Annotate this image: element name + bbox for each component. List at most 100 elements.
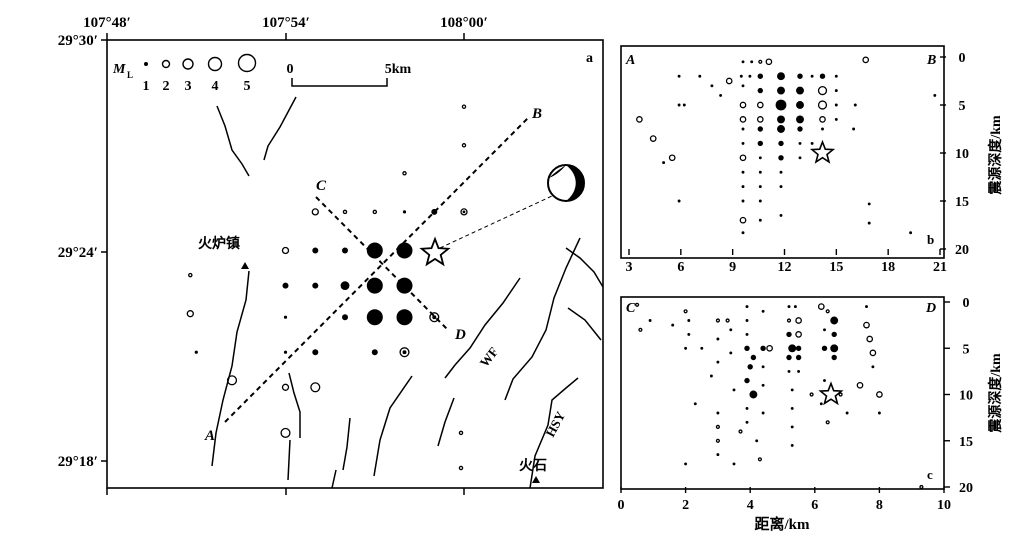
legend-value-1: 1	[143, 79, 150, 94]
profile-label-a: A	[204, 428, 215, 444]
hypocenter-filled	[810, 141, 814, 145]
profile-ab-start-label: A	[625, 53, 635, 68]
y-tick-label: 0	[963, 296, 970, 311]
y-tick-label: 20	[955, 243, 969, 258]
hypocenter-hollow	[725, 318, 730, 323]
hypocenter-filled	[744, 345, 750, 351]
hypocenter-filled	[684, 346, 688, 350]
hypocenter-hollow	[809, 392, 814, 397]
map-event-hollow	[186, 310, 194, 318]
profile-cd-frame	[620, 296, 945, 490]
fault-trace	[263, 96, 297, 161]
hypocenter-filled	[750, 60, 754, 64]
scale-bar: 0 5km	[287, 62, 412, 87]
map-event-filled	[283, 315, 288, 319]
hypocenter-filled	[796, 101, 804, 109]
profile-label-d: D	[454, 327, 466, 343]
hypocenter-hollow	[786, 318, 792, 323]
hypocenter-filled	[853, 103, 857, 107]
hypocenter-filled	[745, 420, 749, 424]
hypocenter-filled	[778, 155, 784, 161]
x-tick-label: 21	[933, 260, 947, 275]
profile-cd-end-label: D	[925, 301, 936, 316]
legend-value-3: 3	[185, 79, 192, 94]
profile-ab-mainshock-star-icon	[809, 139, 836, 164]
lat-label-2: 29°24′	[58, 245, 98, 261]
hypocenter-filled	[741, 185, 745, 189]
hypocenter-filled	[786, 331, 792, 338]
map-event-filled	[342, 247, 348, 254]
map-event-ringed-core	[432, 315, 437, 320]
fault-trace	[331, 469, 337, 489]
legend-value-2: 2	[163, 79, 170, 94]
hypocenter-hollow	[765, 58, 773, 66]
hypocenter-filled	[719, 93, 723, 97]
map-event-filled	[312, 282, 319, 289]
hypocenter-filled	[748, 74, 752, 78]
hypocenter-filled	[677, 74, 681, 78]
profile-cd-mainshock-star-icon	[818, 381, 844, 406]
hypocenter-filled	[823, 379, 826, 383]
hypocenter-filled	[790, 443, 794, 447]
hypocenter-filled	[779, 213, 783, 217]
hypocenter-hollow	[715, 424, 720, 429]
hypocenter-hollow	[817, 85, 828, 96]
hypocenter-filled	[732, 462, 736, 466]
profile-cd-x-axis: 0 2 4 6 8 10	[618, 487, 951, 513]
hypocenter-filled	[790, 425, 794, 429]
x-tick-label: 10	[937, 498, 951, 513]
mainshock-star-icon	[419, 236, 451, 267]
hypocenter-filled	[865, 305, 868, 309]
hypocenter-filled	[779, 185, 783, 189]
hypocenter-filled	[745, 305, 749, 309]
hypocenter-filled	[693, 402, 697, 406]
profile-cd-start-label: C	[626, 301, 636, 316]
y-tick-label: 10	[959, 389, 973, 404]
hypocenter-filled	[834, 74, 838, 78]
hypocenter-filled	[779, 170, 783, 174]
profile-ab-panel: A B b 3 6 9 12 15 18 21 0 5 10 15 20 震源深度/km	[620, 45, 1004, 275]
hypocenter-filled	[741, 141, 745, 145]
hypocenter-filled	[757, 126, 763, 132]
hypocenter-filled	[867, 221, 871, 225]
fault-trace	[211, 270, 250, 467]
hypocenter-filled	[834, 103, 838, 107]
hypocenter-filled	[821, 345, 828, 351]
hypocenter-hollow	[863, 321, 870, 329]
map-event-hollow	[372, 209, 378, 215]
map-event-ringed	[399, 347, 410, 358]
hypocenter-filled	[745, 406, 749, 410]
profile-line-ab	[224, 117, 529, 423]
map-event-filled	[402, 210, 407, 214]
hypocenter-filled	[830, 344, 839, 353]
profile-lines	[224, 117, 553, 423]
hypocenter-filled	[790, 388, 794, 392]
profile-ab-points	[636, 56, 937, 235]
map-event-hollow	[458, 465, 464, 471]
y-tick-label: 15	[955, 195, 969, 210]
hypocenter-filled	[796, 86, 804, 95]
hypocenter-filled	[700, 346, 704, 350]
map-events	[186, 104, 468, 471]
hypocenter-filled	[823, 328, 826, 332]
hypocenter-filled	[729, 328, 733, 332]
map-event-filled	[283, 350, 288, 354]
hypocenter-filled	[709, 374, 713, 378]
legend-symbol-m3	[182, 58, 194, 70]
map-event-hollow	[281, 246, 290, 255]
y-tick-label: 15	[959, 435, 973, 450]
hypocenter-hollow	[725, 77, 733, 85]
hypocenter-filled	[698, 74, 702, 78]
profile-ab-frame	[620, 45, 945, 259]
hypocenter-filled	[750, 354, 757, 361]
hypocenter-filled	[739, 74, 743, 78]
x-tick-label: 4	[747, 498, 754, 513]
hypocenter-filled	[757, 87, 763, 94]
hypocenter-hollow	[817, 303, 825, 310]
hypocenter-filled	[732, 388, 736, 392]
hypocenter-filled	[741, 60, 745, 64]
map-event-filled	[371, 349, 378, 356]
hypocenter-filled	[761, 365, 765, 369]
hypocenter-hollow	[919, 484, 924, 490]
